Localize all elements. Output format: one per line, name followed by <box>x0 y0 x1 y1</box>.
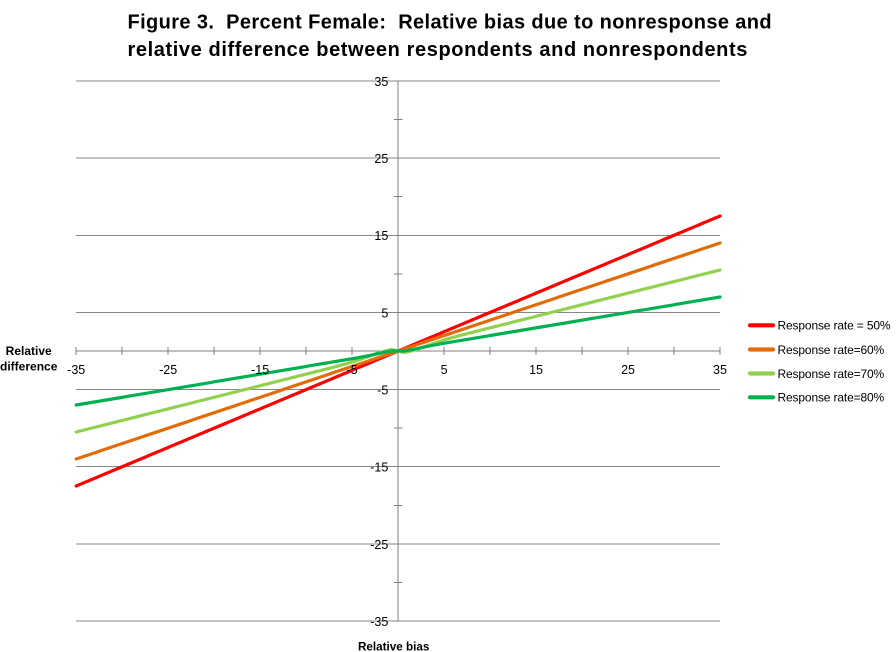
svg-text:Figure 3. Percent Female: Re: Figure 3. Percent Female: Relative bias … <box>128 12 773 34</box>
svg-text:Response rate=80%: Response rate=80% <box>778 391 885 405</box>
svg-text:difference: difference <box>0 360 58 374</box>
svg-text:Relative: Relative <box>6 344 52 358</box>
svg-text:25: 25 <box>374 152 388 166</box>
svg-text:5: 5 <box>381 306 388 320</box>
svg-text:-15: -15 <box>370 461 388 475</box>
svg-text:-35: -35 <box>67 363 85 377</box>
svg-text:-5: -5 <box>347 363 358 377</box>
svg-text:-25: -25 <box>159 363 177 377</box>
svg-text:-35: -35 <box>370 615 388 629</box>
svg-text:-25: -25 <box>370 538 388 552</box>
svg-text:Relative bias: Relative bias <box>358 640 430 652</box>
svg-text:relative difference between re: relative difference between respondents … <box>128 39 748 61</box>
svg-text:5: 5 <box>441 363 448 377</box>
svg-text:Response rate = 50%: Response rate = 50% <box>778 319 891 333</box>
svg-text:35: 35 <box>713 363 727 377</box>
svg-text:Response rate=70%: Response rate=70% <box>778 367 885 381</box>
svg-text:15: 15 <box>529 363 543 377</box>
svg-text:-5: -5 <box>377 383 388 397</box>
svg-text:25: 25 <box>621 363 635 377</box>
svg-text:35: 35 <box>374 75 388 89</box>
svg-text:Response rate=60%: Response rate=60% <box>778 343 885 357</box>
svg-text:-15: -15 <box>251 363 269 377</box>
svg-text:15: 15 <box>374 229 388 243</box>
